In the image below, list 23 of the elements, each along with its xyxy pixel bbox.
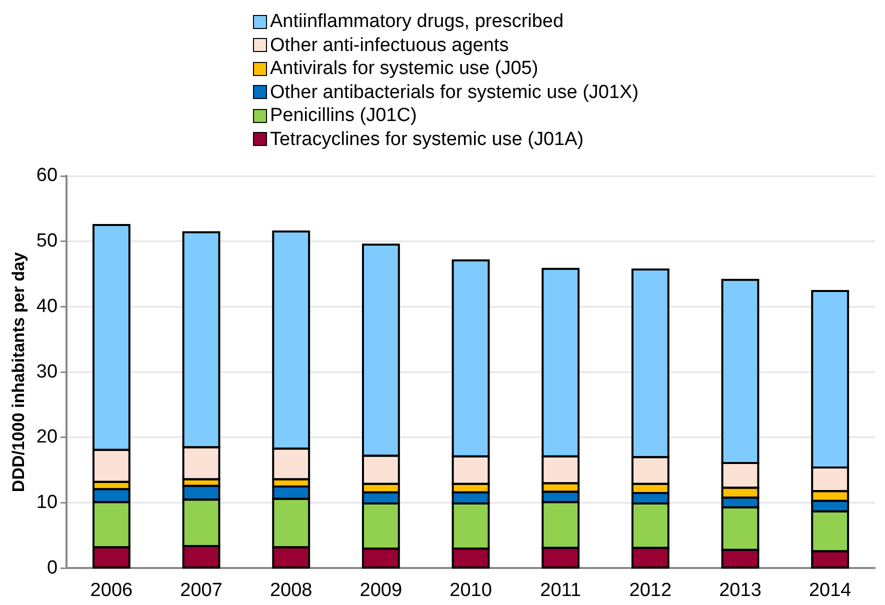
x-tick-label: 2014 (808, 580, 852, 601)
y-tick-label: 40 (36, 296, 58, 317)
y-tick-label: 60 (36, 165, 58, 186)
x-tick-label: 2013 (719, 580, 762, 601)
x-tick-label: 2006 (90, 580, 133, 601)
y-tick-label: 50 (36, 230, 58, 252)
y-tick-label: 20 (36, 426, 58, 448)
y-axis-title: DDD/1000 inhabitants per day (8, 252, 28, 492)
x-tick-label: 2009 (360, 580, 402, 601)
legend-label: Other antibacterials for systemic use (J01X) (270, 80, 639, 104)
y-tick-label: 0 (46, 557, 58, 578)
legend-label: Antivirals for systemic use (J05) (270, 57, 538, 80)
legend-label: Other anti-infectuous agents (270, 34, 509, 57)
x-tick-label: 2010 (450, 580, 492, 601)
y-tick-label: 30 (36, 361, 58, 382)
x-tick-label: 2011 (540, 580, 582, 601)
y-tick-label: 10 (36, 492, 58, 514)
x-tick-label: 2012 (629, 580, 672, 601)
legend-label: Antiinflammatory drugs, prescribed (270, 10, 564, 34)
x-tick-label: 2008 (270, 580, 312, 601)
x-tick-label: 2007 (180, 580, 222, 601)
legend-label: Penicillins (J01C) (270, 104, 417, 128)
legend-label: Tetracyclines for systemic use (J01A) (270, 128, 584, 151)
